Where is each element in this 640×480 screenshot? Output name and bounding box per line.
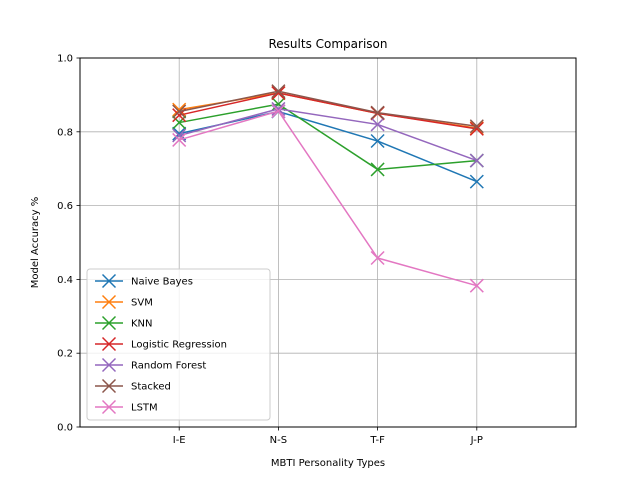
legend-marker: [101, 357, 117, 373]
legend-label: Random Forest: [131, 361, 206, 372]
data-point-marker: [172, 104, 187, 119]
data-point-marker: [469, 174, 484, 189]
data-point-marker: [271, 101, 286, 116]
data-point-marker: [271, 97, 286, 112]
data-point-marker: [172, 132, 187, 147]
legend-marker: [101, 273, 117, 289]
series-random-forest: [172, 101, 484, 168]
legend-marker: [101, 378, 117, 394]
legend-marker: [101, 336, 117, 352]
legend-label: SVM: [131, 298, 153, 309]
legend-label: KNN: [131, 319, 153, 330]
series-lstm: [172, 104, 484, 293]
series-stacked: [172, 84, 484, 134]
y-tick-label: 0.8: [57, 127, 73, 138]
y-axis-title: Model Accuracy %: [30, 197, 41, 289]
x-axis-title: MBTI Personality Types: [271, 458, 385, 469]
legend-box: [86, 268, 271, 421]
legend-marker: [101, 315, 117, 331]
legend-label: LSTM: [131, 403, 158, 414]
series-line-random-forest: [179, 108, 478, 162]
legend-item: LSTM: [95, 399, 158, 415]
data-point-marker: [271, 104, 286, 119]
ticks-layer: 0.0 0.2 0.4 0.6 0.8 1.0 I-E N-S T-F J-P: [57, 54, 483, 447]
legend-label: Stacked: [131, 382, 171, 393]
data-point-marker: [469, 278, 484, 293]
data-point-marker: [271, 84, 286, 99]
legend-item: SVM: [95, 294, 153, 310]
legend: Naive Bayes SVM KNN Logistic Regression Rand…: [86, 268, 271, 421]
data-point-marker: [469, 153, 484, 168]
plot-frame: [79, 57, 577, 428]
data-point-marker: [172, 128, 187, 143]
y-tick-label: 0.4: [57, 275, 73, 286]
x-tick-label: T-F: [369, 435, 385, 446]
data-point-marker: [469, 121, 484, 136]
legend-item: Stacked: [95, 378, 171, 394]
chart-title: Results Comparison: [269, 37, 388, 51]
series-line-lstm: [178, 110, 478, 287]
data-point-marker: [370, 162, 385, 177]
y-tick-label: 0.2: [57, 349, 73, 360]
series-line-logistic-regression: [179, 92, 477, 130]
legend-item: KNN: [95, 315, 153, 331]
legend-label: Naive Bayes: [131, 277, 193, 288]
series-layer: [172, 84, 484, 293]
data-point-marker: [370, 117, 385, 132]
y-tick-label: 0.6: [57, 201, 73, 212]
legend-label: Logistic Regression: [131, 340, 227, 351]
data-point-marker: [172, 115, 187, 130]
data-point-marker: [370, 133, 385, 149]
x-tick-label: I-E: [173, 435, 186, 446]
legend-item: Random Forest: [95, 357, 206, 373]
x-tick-label: J-P: [470, 435, 483, 446]
y-tick-label: 1.0: [57, 54, 73, 65]
x-tick-label: N-S: [270, 435, 287, 446]
data-point-marker: [271, 86, 286, 101]
data-point-marker: [370, 250, 385, 266]
y-tick-label: 0.0: [57, 423, 73, 434]
legend-marker: [101, 294, 117, 310]
legend-item: Naive Bayes: [95, 273, 193, 289]
series-line-stacked: [179, 90, 477, 128]
series-line-knn: [179, 103, 477, 171]
data-point-marker: [469, 119, 484, 134]
legend-marker: [101, 399, 117, 415]
data-point-marker: [370, 105, 385, 120]
legend-item: Logistic Regression: [95, 336, 227, 352]
